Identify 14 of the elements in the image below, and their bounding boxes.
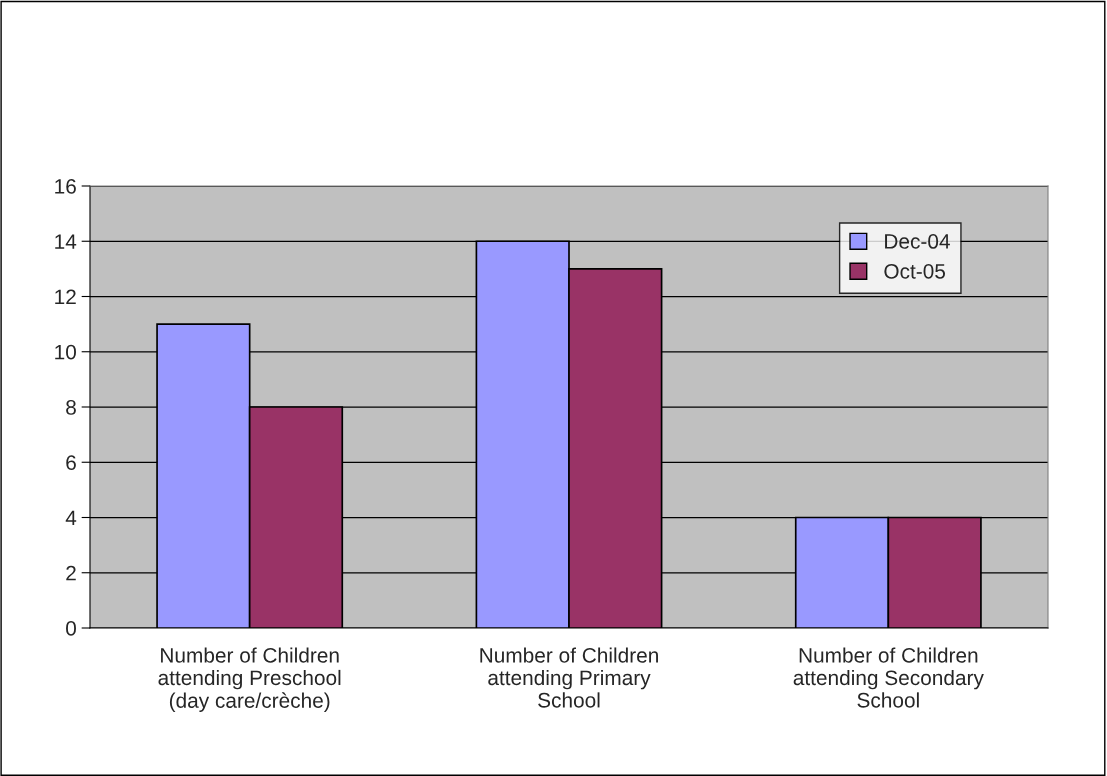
- x-tick-label: Number of Children attending Preschool (day care/crèche): [158, 647, 341, 713]
- y-tick-label: 0: [66, 621, 76, 636]
- x-tick-label: Number of Children attending Secondary School: [793, 647, 984, 708]
- y-tick-label: 6: [66, 455, 76, 470]
- legend-label: Oct-05: [884, 263, 946, 279]
- y-tick-label: 2: [66, 565, 76, 581]
- x-tick-label: Number of Children attending Primary School: [480, 647, 658, 708]
- y-tick-label: 8: [66, 400, 76, 415]
- y-tick-label: 12: [55, 289, 76, 305]
- y-tick-label: 16: [55, 179, 76, 194]
- y-tick-label: 10: [55, 344, 76, 360]
- legend-label: Dec-04: [885, 234, 950, 249]
- y-tick-label: 14: [55, 234, 77, 249]
- y-tick-label: 4: [65, 510, 77, 526]
